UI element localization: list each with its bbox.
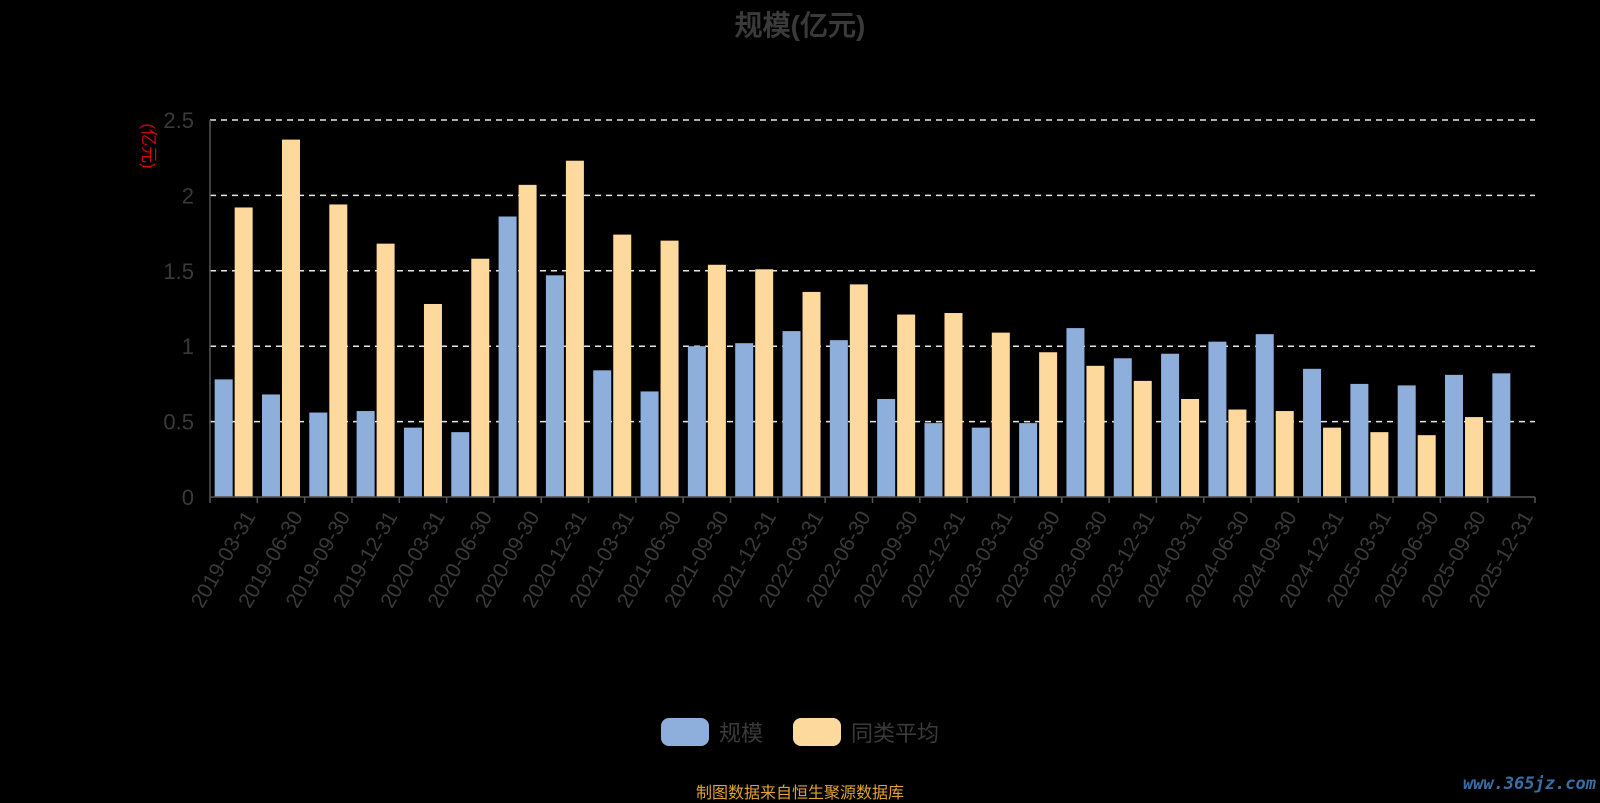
bar-scale <box>1208 341 1227 497</box>
bar-scale <box>1255 334 1274 497</box>
bar-peer-average <box>471 258 490 497</box>
bar-peer-average <box>1086 365 1105 497</box>
bar-peer-average <box>518 184 537 497</box>
bar-peer-average <box>802 291 821 497</box>
bar-peer-average <box>1370 432 1389 497</box>
data-source-note: 制图数据来自恒生聚源数据库 <box>695 785 904 802</box>
bar-scale <box>735 343 754 497</box>
bar-peer-average <box>755 269 774 497</box>
bar-peer-average <box>991 332 1010 497</box>
bar-scale <box>356 411 375 497</box>
y-tick-label: 1.5 <box>163 259 194 284</box>
y-tick-label: 2 <box>182 183 194 208</box>
bar-scale <box>687 346 706 497</box>
y-tick-label: 0.5 <box>163 410 194 435</box>
bar-scale <box>1113 358 1132 497</box>
bar-scale <box>1397 385 1416 497</box>
bar-scale <box>1161 353 1180 497</box>
grid-layer <box>210 119 1535 423</box>
bar-peer-average <box>849 284 868 497</box>
bar-peer-average <box>613 234 632 497</box>
bar-scale <box>1066 328 1085 497</box>
bar-peer-average <box>944 313 963 497</box>
chart-title: 规模(亿元) <box>734 10 866 41</box>
bar-scale <box>829 340 848 497</box>
legend-swatch-peer-average <box>793 718 841 746</box>
bar-scale <box>498 216 517 497</box>
bar-scale <box>451 432 470 497</box>
bar-peer-average <box>1275 411 1294 497</box>
bar-scale <box>782 331 801 497</box>
bar-scale <box>593 370 612 497</box>
bar-scale <box>640 391 659 497</box>
bar-peer-average <box>1228 409 1247 497</box>
bar-scale <box>877 398 896 497</box>
bar-peer-average <box>707 264 726 497</box>
bar-peer-average <box>1039 352 1058 497</box>
bar-peer-average <box>1181 398 1200 497</box>
legend-item-peer-average[interactable]: 同类平均 <box>793 716 939 748</box>
y-tick-label: 1 <box>182 334 194 359</box>
bar-scale <box>309 412 328 497</box>
bar-scale <box>403 427 422 497</box>
legend: 规模 同类平均 <box>0 716 1600 748</box>
y-tick-label: 2.5 <box>163 108 194 133</box>
bar-peer-average <box>234 207 253 498</box>
bar-peer-average <box>660 240 679 497</box>
y-axis-title: (亿元) <box>139 123 158 168</box>
legend-item-scale[interactable]: 规模 <box>660 716 763 748</box>
bar-scale <box>1445 374 1464 497</box>
bar-peer-average <box>897 314 916 497</box>
legend-label-peer-average: 同类平均 <box>851 721 940 746</box>
bar-peer-average <box>423 303 442 497</box>
bar-peer-average <box>1133 380 1152 497</box>
bar-peer-average <box>1323 427 1342 497</box>
bar-peer-average <box>1465 417 1484 497</box>
bar-peer-average <box>376 243 395 497</box>
legend-swatch-scale <box>660 718 709 746</box>
bar-scale <box>214 379 233 497</box>
legend-label-scale: 规模 <box>718 721 763 746</box>
y-tick-label: 0 <box>182 485 194 510</box>
bar-peer-average <box>329 204 348 497</box>
bar-peer-average <box>565 160 584 497</box>
bar-scale <box>1303 368 1322 497</box>
bar-scale <box>924 423 943 497</box>
watermark: www.365jz.com <box>1462 774 1596 794</box>
bar-scale <box>1492 373 1511 497</box>
bar-scale <box>971 427 990 497</box>
bar-scale <box>1019 423 1038 497</box>
bar-peer-average <box>1417 435 1436 497</box>
bar-scale <box>1350 383 1369 497</box>
bar-peer-average <box>281 139 300 497</box>
bars-layer <box>214 139 1511 498</box>
bar-scale <box>545 275 564 497</box>
bar-scale <box>261 394 280 497</box>
